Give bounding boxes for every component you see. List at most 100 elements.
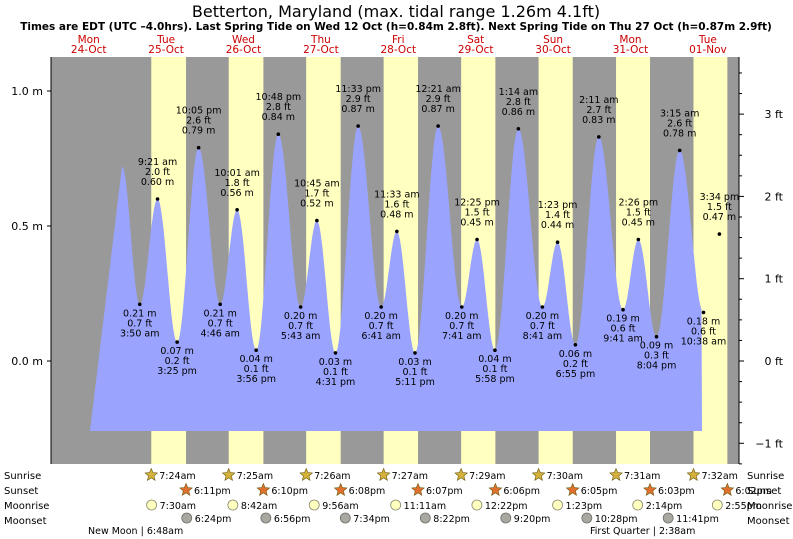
sunset-star-icon: [179, 482, 193, 496]
tide-label-height-24: 0.19 m: [606, 314, 639, 325]
moonrise-time-4: 12:22pm: [485, 501, 528, 512]
tide-label-height-5: 0.56 m: [220, 188, 253, 199]
sunset-time-3: 6:07pm: [426, 486, 463, 497]
tide-label-height-23: 0.83 m: [582, 115, 615, 126]
y-tick-label-ft-2: 1 ft: [765, 273, 784, 286]
tide-label-ft-21: 1.4 ft: [545, 210, 570, 221]
y-tick-label-ft-1: 0 ft: [765, 355, 784, 368]
sunset-star-icon: [643, 482, 657, 496]
moonrise-icon: [552, 499, 563, 511]
tide-label-height-29: 0.47 m: [703, 212, 736, 223]
sunset-time-6: 6:03pm: [658, 486, 695, 497]
tide-label-time-4: 4:46 am: [200, 328, 239, 339]
tide-label-height-12: 0.20 m: [364, 311, 397, 322]
tide-point-1: [155, 197, 160, 201]
moonset-icon: [419, 512, 431, 524]
tide-point-23: [597, 135, 601, 139]
moonrise-time-0: 7:30am: [160, 501, 196, 512]
sunset-star-icon: [720, 482, 735, 496]
tide-label-ft-17: 1.5 ft: [465, 208, 490, 219]
moonrise-icon: [632, 499, 644, 511]
tide-label-time-2: 3:25 pm: [157, 366, 197, 377]
tide-label-ft-20: 0.7 ft: [530, 321, 555, 332]
moonrise-icon: [227, 499, 239, 511]
astro-label-sunrise-left: Sunrise: [4, 471, 41, 482]
tide-points: 0.21 m0.7 ft3:50 am9:21 am2.0 ft0.60 m0.…: [120, 84, 739, 388]
sunrise-star-icon: [686, 467, 701, 481]
tide-label-time-11: 11:33 pm: [335, 84, 381, 95]
tide-label-time-9: 10:45 am: [294, 179, 339, 190]
tide-point-20: [540, 305, 545, 309]
tide-label-ft-7: 2.8 ft: [266, 102, 291, 113]
moonset-icon: [581, 512, 593, 524]
astro-items: 7:24am 7:25am 7:26am 7:27am 7:29am 7:30am 7:31…: [144, 467, 772, 525]
tide-label-ft-29: 1.5 ft: [707, 202, 732, 213]
sunrise-star-icon: [454, 467, 469, 481]
tide-label-time-22: 6:55 pm: [556, 369, 596, 380]
day-header-dow-8: Tue: [698, 34, 717, 46]
y-tick-label-ft-3: 2 ft: [765, 190, 784, 203]
tide-label-time-27: 3:15 am: [660, 108, 699, 119]
sunrise-star-icon: [531, 467, 546, 481]
astro-label-moonrise-right: Moonrise: [747, 501, 792, 512]
moonset-time-4: 9:20pm: [514, 514, 551, 525]
moonrise-icon: [146, 499, 157, 511]
plot-area: 0.21 m0.7 ft3:50 am9:21 am2.0 ft0.60 m0.…: [51, 57, 739, 464]
astro-label-sunrise-right: Sunrise: [747, 471, 784, 482]
tide-label-ft-25: 1.5 ft: [626, 208, 651, 219]
left-axis-m: 0.0 m 0.5 m 1.0 m: [11, 85, 51, 368]
moonset-time-2: 7:34pm: [353, 514, 390, 525]
moonrise-icon: [471, 499, 483, 511]
right-axis-ft: −1 ft 0 ft 1 ft 2 ft 3 ft: [739, 72, 784, 465]
tide-label-height-25: 0.45 m: [622, 218, 655, 229]
tide-label-time-20: 8:41 am: [523, 331, 562, 342]
tide-point-2: [175, 340, 179, 344]
tide-label-time-28: 10:38 am: [681, 336, 726, 347]
tide-point-19: [516, 127, 521, 131]
tide-label-ft-15: 2.9 ft: [426, 94, 451, 105]
sunset-time-4: 6:06pm: [503, 486, 540, 497]
tide-label-height-4: 0.21 m: [203, 308, 236, 319]
tide-label-time-0: 3:50 am: [120, 328, 159, 339]
astro-label-moonset-right: Moonset: [747, 516, 790, 527]
tide-label-ft-16: 0.7 ft: [449, 321, 474, 332]
tide-label-time-12: 6:41 am: [361, 331, 400, 342]
tide-label-time-23: 2:11 am: [579, 95, 618, 106]
tide-point-3: [196, 145, 201, 150]
sunset-star-icon: [488, 482, 503, 496]
sunset-time-5: 6:05pm: [581, 486, 618, 497]
tide-label-height-21: 0.44 m: [541, 220, 574, 231]
tide-label-height-28: 0.18 m: [687, 316, 720, 327]
tide-label-ft-10: 0.1 ft: [323, 367, 348, 378]
moonrise-icon: [390, 499, 402, 511]
tide-label-ft-27: 2.6 ft: [667, 118, 692, 129]
tide-label-height-10: 0.03 m: [319, 357, 352, 368]
tide-label-time-10: 4:31 pm: [316, 377, 356, 388]
tide-label-time-3: 10:05 pm: [176, 106, 222, 117]
day-header-date-6: 30-Oct: [535, 44, 571, 56]
tide-label-height-6: 0.04 m: [239, 354, 272, 365]
tide-label-ft-1: 2.0 ft: [145, 167, 170, 178]
tide-label-time-8: 5:43 am: [281, 331, 320, 342]
tide-label-ft-22: 0.2 ft: [563, 359, 588, 370]
tide-label-height-11: 0.87 m: [341, 104, 374, 115]
tide-label-time-15: 12:21 am: [415, 84, 460, 95]
day-header-dow-3: Thu: [310, 34, 331, 46]
moonset-icon: [662, 512, 674, 524]
tide-point-26: [654, 334, 659, 339]
tide-label-ft-4: 0.7 ft: [208, 318, 233, 329]
tide-point-21: [555, 240, 560, 244]
day-header-dow-6: Sun: [543, 34, 563, 46]
tide-label-height-22: 0.06 m: [559, 349, 592, 360]
tide-label-height-2: 0.07 m: [160, 346, 193, 357]
tide-label-height-15: 0.87 m: [421, 104, 454, 115]
moonset-time-5: 10:28pm: [595, 514, 638, 525]
tide-label-time-7: 10:48 pm: [255, 92, 301, 103]
tide-label-ft-23: 2.7 ft: [586, 105, 611, 116]
moonrise-icon: [711, 499, 723, 511]
tide-point-9: [315, 218, 319, 223]
sunset-star-icon: [565, 482, 580, 496]
sunrise-star-icon: [376, 467, 391, 481]
tide-label-time-17: 12:25 pm: [454, 198, 500, 209]
tide-label-ft-9: 1.7 ft: [304, 189, 329, 200]
